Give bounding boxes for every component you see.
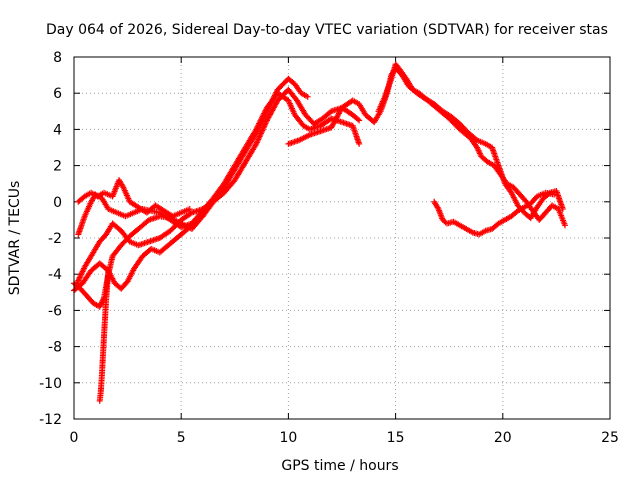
x-axis-label: GPS time / hours — [281, 458, 398, 474]
plot-frame — [73, 56, 611, 420]
y-tick-label: 2 — [53, 159, 62, 175]
chart-title: Day 064 of 2026, Sidereal Day-to-day VTE… — [46, 22, 608, 38]
y-tick-label: -10 — [39, 376, 62, 392]
grid — [74, 57, 610, 419]
x-tick-label: 20 — [494, 430, 512, 446]
y-tick-label: 4 — [53, 122, 62, 138]
y-tick-label: 0 — [53, 195, 62, 211]
data-point — [199, 213, 206, 220]
data-point — [356, 140, 363, 147]
data-point — [354, 116, 361, 123]
data-point — [561, 222, 568, 229]
x-tick-label: 10 — [279, 430, 297, 446]
data-point — [304, 93, 311, 100]
data-points — [71, 61, 568, 404]
data-point — [198, 214, 205, 221]
y-tick-label: 6 — [53, 86, 62, 102]
data-point — [105, 267, 112, 274]
x-tick-label: 0 — [70, 430, 79, 446]
data-point — [186, 206, 193, 213]
y-tick-label: -2 — [48, 231, 62, 247]
axis-ticks: 0 5 10 15 20 25 -12 -10 -8 -6 -4 -2 0 2 4 6 8 — [39, 50, 619, 446]
data-point — [356, 117, 363, 124]
y-tick-label: -6 — [48, 303, 62, 319]
y-tick-label: -8 — [48, 340, 62, 356]
x-tick-label: 25 — [601, 430, 619, 446]
y-tick-label: -12 — [39, 412, 62, 428]
y-tick-label: 8 — [53, 50, 62, 66]
x-tick-label: 15 — [387, 430, 405, 446]
data-point — [559, 206, 566, 213]
x-tick-label: 5 — [177, 430, 186, 446]
y-axis-label: SDTVAR / TECUs — [7, 181, 23, 296]
data-point — [551, 191, 558, 198]
y-tick-label: -4 — [48, 267, 62, 283]
